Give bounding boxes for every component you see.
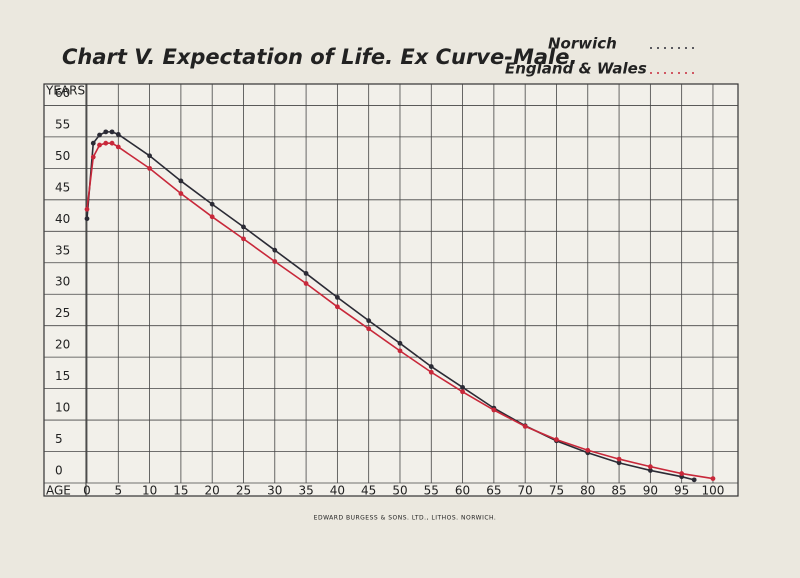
y-tick-label: 15 [55, 369, 70, 383]
data-point [90, 154, 96, 160]
data-point [647, 464, 653, 470]
data-point [334, 304, 340, 310]
legend-label: Norwich [548, 35, 617, 53]
data-point [585, 447, 591, 453]
data-point [460, 384, 465, 390]
data-point [616, 460, 622, 466]
data-point [97, 132, 102, 138]
data-point [616, 456, 622, 462]
data-point [103, 129, 109, 135]
data-point [241, 224, 246, 230]
data-point [109, 129, 115, 135]
x-tick-label: 100 [702, 484, 725, 498]
data-point [303, 271, 309, 276]
x-tick-label: 40 [330, 484, 345, 498]
data-point [178, 178, 184, 184]
data-point [303, 281, 309, 286]
x-tick-label: 0 [83, 484, 91, 498]
data-point [428, 364, 434, 369]
y-tick-label: 55 [55, 117, 70, 131]
data-point [397, 340, 403, 346]
data-point [178, 191, 184, 196]
x-tick-label: 20 [205, 484, 220, 498]
data-point [109, 140, 115, 146]
data-point [366, 318, 372, 324]
data-point [241, 236, 246, 242]
data-point [691, 477, 697, 483]
data-point [147, 153, 152, 159]
y-tick-label: 5 [55, 432, 63, 446]
x-tick-label: 85 [611, 484, 626, 498]
y-tick-label: 30 [55, 275, 70, 289]
data-point [334, 294, 340, 300]
data-point [147, 165, 152, 171]
x-tick-label: 45 [361, 484, 376, 498]
x-tick-label: 15 [173, 484, 188, 498]
data-point [554, 437, 559, 442]
y-tick-label: 0 [55, 464, 63, 478]
y-tick-label: 25 [55, 306, 70, 320]
y-tick-label: 50 [55, 149, 70, 163]
x-tick-label: 50 [392, 484, 407, 498]
footer: EDWARD BURGESS & SONS. LTD., LITHOS. NOR… [314, 515, 497, 522]
y-tick-label: 60 [55, 86, 70, 100]
y-tick-label: 40 [55, 212, 70, 226]
y-tick-label: 35 [55, 243, 70, 257]
data-point [366, 326, 372, 332]
data-point [647, 468, 653, 473]
data-point [115, 144, 121, 150]
x-tick-label: 55 [424, 484, 439, 498]
data-point [272, 259, 278, 264]
y-tick-label: 20 [55, 338, 70, 352]
x-tick-label: 80 [580, 484, 595, 498]
y-tick-label: 10 [55, 401, 70, 415]
data-point [97, 142, 102, 148]
x-tick-label: 30 [267, 484, 282, 498]
data-point [460, 389, 465, 395]
x-tick-label: 90 [643, 484, 658, 498]
x-tick-label: 75 [549, 484, 564, 498]
y-axis-label: YEARS [45, 84, 85, 98]
frame [43, 83, 739, 497]
data-point [84, 206, 90, 212]
x-axis-label: AGE [46, 484, 71, 498]
x-tick-label: 10 [142, 484, 157, 498]
x-tick-label: 95 [674, 484, 689, 498]
data-point [272, 247, 278, 253]
data-point [710, 476, 716, 481]
data-point [491, 407, 497, 413]
data-point [397, 348, 403, 354]
data-point [679, 471, 685, 476]
chart-title: Chart V. Expectation of Life. Ex Curve-M… [62, 45, 577, 69]
data-point [103, 140, 109, 146]
x-tick-label: 70 [518, 484, 533, 498]
data-point [84, 216, 90, 222]
data-point [428, 369, 434, 375]
x-tick-label: 65 [486, 484, 501, 498]
data-point [209, 214, 215, 220]
x-tick-label: 35 [298, 484, 313, 498]
y-tick-label: 45 [55, 180, 70, 194]
x-tick-label: 60 [455, 484, 470, 498]
data-point [115, 131, 121, 137]
data-point [209, 201, 215, 207]
x-tick-label: 5 [114, 484, 122, 498]
legend-label: England & Wales [505, 60, 647, 78]
data-point [90, 140, 96, 146]
x-tick-label: 25 [236, 484, 251, 498]
data-point [522, 423, 528, 429]
